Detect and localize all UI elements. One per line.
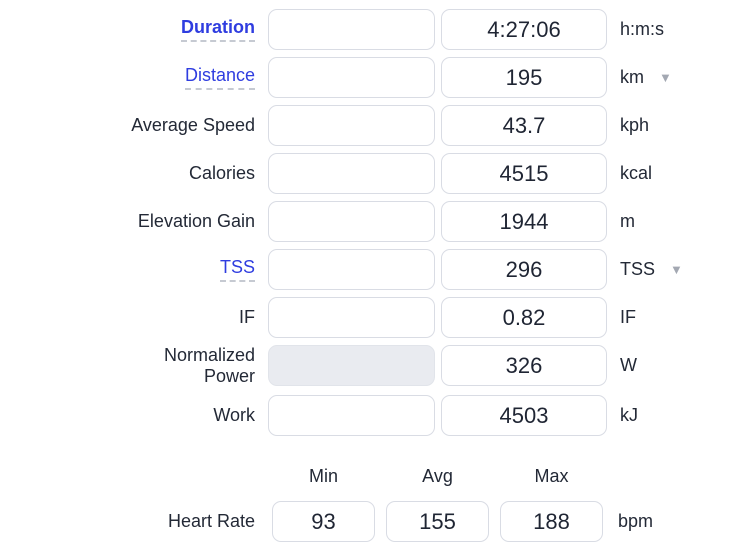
calories-unit: kcal <box>620 163 652 184</box>
distance-completed-input[interactable] <box>441 57 607 98</box>
average-speed-completed-input[interactable] <box>441 105 607 146</box>
elevation-gain-completed-input[interactable] <box>441 201 607 242</box>
average-speed-planned-input[interactable] <box>268 105 435 146</box>
chevron-down-icon[interactable]: ▼ <box>670 262 683 277</box>
heart-rate-max-input[interactable] <box>500 501 603 542</box>
tss-label-link[interactable]: TSS <box>219 257 255 282</box>
normalized-power-completed-input[interactable] <box>441 345 607 386</box>
work-label-cell: Work <box>0 405 255 426</box>
calories-label: Calories <box>188 163 255 184</box>
duration-label-link[interactable]: Duration <box>181 17 255 42</box>
avg-column-header: Avg <box>422 465 453 486</box>
tss-unit-label: TSS <box>620 259 656 279</box>
average-speed-unit-label: kph <box>620 115 650 135</box>
elevation-gain-planned-input[interactable] <box>268 201 435 242</box>
work-unit-label: kJ <box>620 405 638 425</box>
row-heart-rate: Heart Rate bpm <box>0 501 730 542</box>
heart-rate-min-input[interactable] <box>272 501 375 542</box>
min-column-header: Min <box>308 465 338 486</box>
normalized-power-unit-label: W <box>620 355 637 375</box>
average-speed-label-cell: Average Speed <box>0 115 255 136</box>
average-speed-unit: kph <box>620 115 649 136</box>
distance-unit-label: km <box>620 67 644 87</box>
max-column-header: Max <box>534 465 569 486</box>
if-planned-input[interactable] <box>268 297 435 338</box>
normalized-power-unit: W <box>620 355 637 376</box>
normalized-power-label-cell: Normalized Power <box>0 345 255 386</box>
work-planned-input[interactable] <box>268 395 435 436</box>
chevron-down-icon[interactable]: ▼ <box>659 70 672 85</box>
duration-unit-label: h:m:s <box>620 19 665 39</box>
row-elevation-gain: Elevation Gain m <box>0 201 730 242</box>
calories-label-cell: Calories <box>0 163 255 184</box>
elevation-gain-label: Elevation Gain <box>137 211 255 232</box>
if-unit-label: IF <box>620 307 636 327</box>
calories-completed-input[interactable] <box>441 153 607 194</box>
tss-label-cell: TSS <box>0 257 255 282</box>
duration-planned-input[interactable] <box>268 9 435 50</box>
if-unit: IF <box>620 307 636 328</box>
distance-planned-input[interactable] <box>268 57 435 98</box>
distance-unit-selector[interactable]: km ▼ <box>620 67 672 88</box>
distance-label-link[interactable]: Distance <box>184 65 255 90</box>
tss-planned-input[interactable] <box>268 249 435 290</box>
row-distance: Distance km ▼ <box>0 57 730 98</box>
duration-unit: h:m:s <box>620 19 664 40</box>
row-if: IF IF <box>0 297 730 338</box>
heart-rate-unit-label: bpm <box>618 511 654 531</box>
work-completed-input[interactable] <box>441 395 607 436</box>
row-calories: Calories kcal <box>0 153 730 194</box>
heart-rate-unit: bpm <box>618 511 653 532</box>
calories-unit-label: kcal <box>620 163 653 183</box>
row-average-speed: Average Speed kph <box>0 105 730 146</box>
tss-completed-input[interactable] <box>441 249 607 290</box>
heart-rate-label: Heart Rate <box>167 511 255 532</box>
distance-label-cell: Distance <box>0 65 255 90</box>
tss-unit-selector[interactable]: TSS ▼ <box>620 259 683 280</box>
elevation-gain-unit: m <box>620 211 635 232</box>
elevation-gain-unit-label: m <box>620 211 635 231</box>
min-avg-max-header: Min Avg Max <box>0 466 730 486</box>
heart-rate-label-cell: Heart Rate <box>0 511 255 532</box>
work-label: Work <box>213 405 255 426</box>
work-unit: kJ <box>620 405 638 426</box>
duration-completed-input[interactable] <box>441 9 607 50</box>
normalized-power-label: Normalized Power <box>163 344 255 386</box>
row-work: Work kJ <box>0 395 730 436</box>
normalized-power-planned-input <box>268 345 435 386</box>
row-normalized-power: Normalized Power W <box>0 345 730 386</box>
duration-label-cell: Duration <box>0 17 255 42</box>
if-label-cell: IF <box>0 307 255 328</box>
heart-rate-avg-input[interactable] <box>386 501 489 542</box>
calories-planned-input[interactable] <box>268 153 435 194</box>
if-completed-input[interactable] <box>441 297 607 338</box>
elevation-gain-label-cell: Elevation Gain <box>0 211 255 232</box>
average-speed-label: Average Speed <box>131 115 255 136</box>
row-tss: TSS TSS ▼ <box>0 249 730 290</box>
row-duration: Duration h:m:s <box>0 9 730 50</box>
if-label: IF <box>239 307 255 328</box>
